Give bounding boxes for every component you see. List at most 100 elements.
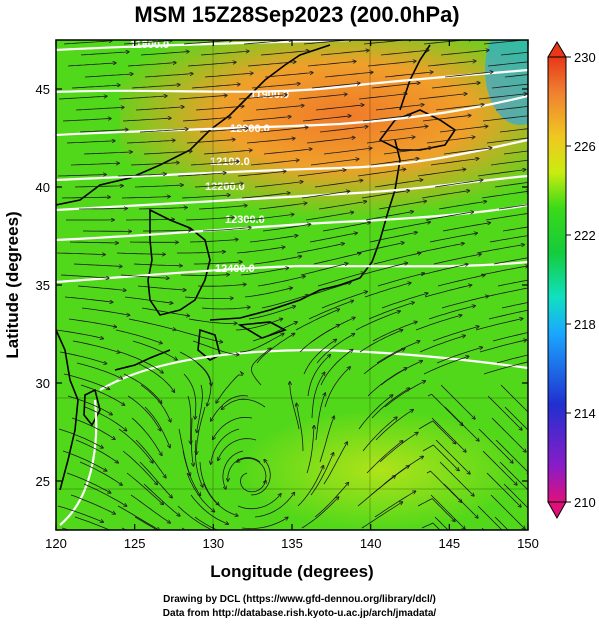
streamline — [71, 417, 115, 439]
streamline — [480, 266, 528, 276]
streamline — [133, 263, 182, 266]
streamline — [184, 297, 233, 299]
streamline — [189, 239, 238, 243]
streamline — [190, 161, 239, 166]
streamline — [433, 254, 481, 265]
streamline — [495, 105, 528, 111]
streamline — [297, 170, 346, 177]
streamline — [370, 159, 419, 166]
streamline — [79, 461, 122, 485]
streamline — [503, 483, 528, 509]
streamline — [486, 472, 521, 507]
chart-title: MSM 15Z28Sep2023 (200.0hPa) — [134, 2, 459, 27]
contour-label: 12200.0 — [205, 181, 245, 193]
streamline — [134, 185, 183, 188]
streamline — [261, 295, 308, 309]
streamline — [248, 306, 295, 320]
colorbar-top-triangle — [547, 41, 567, 58]
streamline — [70, 163, 119, 166]
streamline — [68, 318, 116, 327]
streamline — [120, 274, 169, 278]
streamline — [141, 307, 189, 316]
streamline — [499, 128, 528, 133]
streamline — [315, 393, 325, 441]
streamline — [115, 329, 162, 343]
streamline — [434, 180, 483, 188]
streamline — [378, 201, 426, 210]
streamline — [56, 253, 105, 255]
streamline — [374, 180, 423, 188]
colorbar-ticks: 230 226 222 218 214 210 — [566, 50, 596, 510]
streamline — [417, 498, 455, 522]
streamline — [246, 138, 295, 144]
streamline — [295, 309, 339, 331]
streamline — [241, 517, 288, 530]
streamline — [199, 128, 248, 133]
streamline — [70, 494, 115, 514]
streamline — [202, 228, 251, 232]
contour-line — [59, 399, 98, 526]
streamline — [296, 244, 344, 254]
y-axis-label: Latitude (degrees) — [3, 211, 22, 358]
streamline — [130, 163, 179, 166]
streamline — [310, 453, 334, 496]
streamline — [355, 311, 400, 331]
streamline — [301, 497, 339, 529]
streamline — [74, 186, 123, 187]
streamline — [368, 302, 414, 320]
streamline — [357, 476, 395, 507]
streamline — [186, 139, 235, 144]
x-tick-label: 120 — [45, 536, 67, 551]
streamline — [136, 362, 174, 392]
streamline — [476, 245, 524, 254]
streamline — [235, 319, 282, 331]
streamline — [250, 460, 271, 496]
streamline — [126, 219, 174, 220]
streamline — [320, 350, 353, 386]
contour-line — [56, 138, 528, 182]
streamline — [60, 274, 109, 278]
streamline — [361, 502, 402, 529]
streamline — [383, 148, 432, 155]
streamline — [384, 381, 425, 408]
contour-line — [56, 40, 351, 52]
streamline — [238, 95, 287, 100]
streamline — [222, 398, 266, 409]
streamline — [192, 340, 239, 355]
streamline — [384, 72, 433, 78]
streamline — [438, 201, 486, 210]
yellow-region-south — [240, 410, 520, 530]
streamline — [309, 233, 357, 243]
x-axis: 120 125 130 135 140 145 150 — [45, 40, 539, 551]
streamline — [362, 115, 411, 122]
streamline — [80, 52, 129, 56]
streamline — [319, 416, 334, 463]
streamline — [137, 285, 186, 290]
streamline — [180, 275, 229, 276]
streamline — [117, 505, 160, 530]
streamline — [211, 428, 240, 464]
streamline — [431, 417, 466, 452]
streamline — [191, 84, 240, 89]
streamline — [315, 105, 364, 111]
streamline — [83, 483, 127, 506]
colorbar-tick-label: 222 — [574, 228, 596, 243]
streamline — [197, 406, 206, 454]
streamline — [381, 293, 428, 309]
streamline — [444, 406, 479, 441]
streamline — [367, 368, 407, 397]
streamline — [484, 287, 528, 298]
streamline — [245, 214, 294, 221]
streamline — [486, 137, 528, 144]
streamline — [296, 404, 304, 452]
streamline — [375, 105, 424, 111]
streamline — [489, 235, 528, 243]
y-tick-label: 45 — [36, 82, 50, 97]
streamline — [75, 439, 118, 463]
streamline — [187, 395, 191, 444]
streamline — [143, 483, 180, 516]
streamline — [313, 253, 361, 265]
streamline — [299, 325, 339, 353]
streamline — [203, 483, 238, 516]
streamline — [183, 40, 232, 45]
